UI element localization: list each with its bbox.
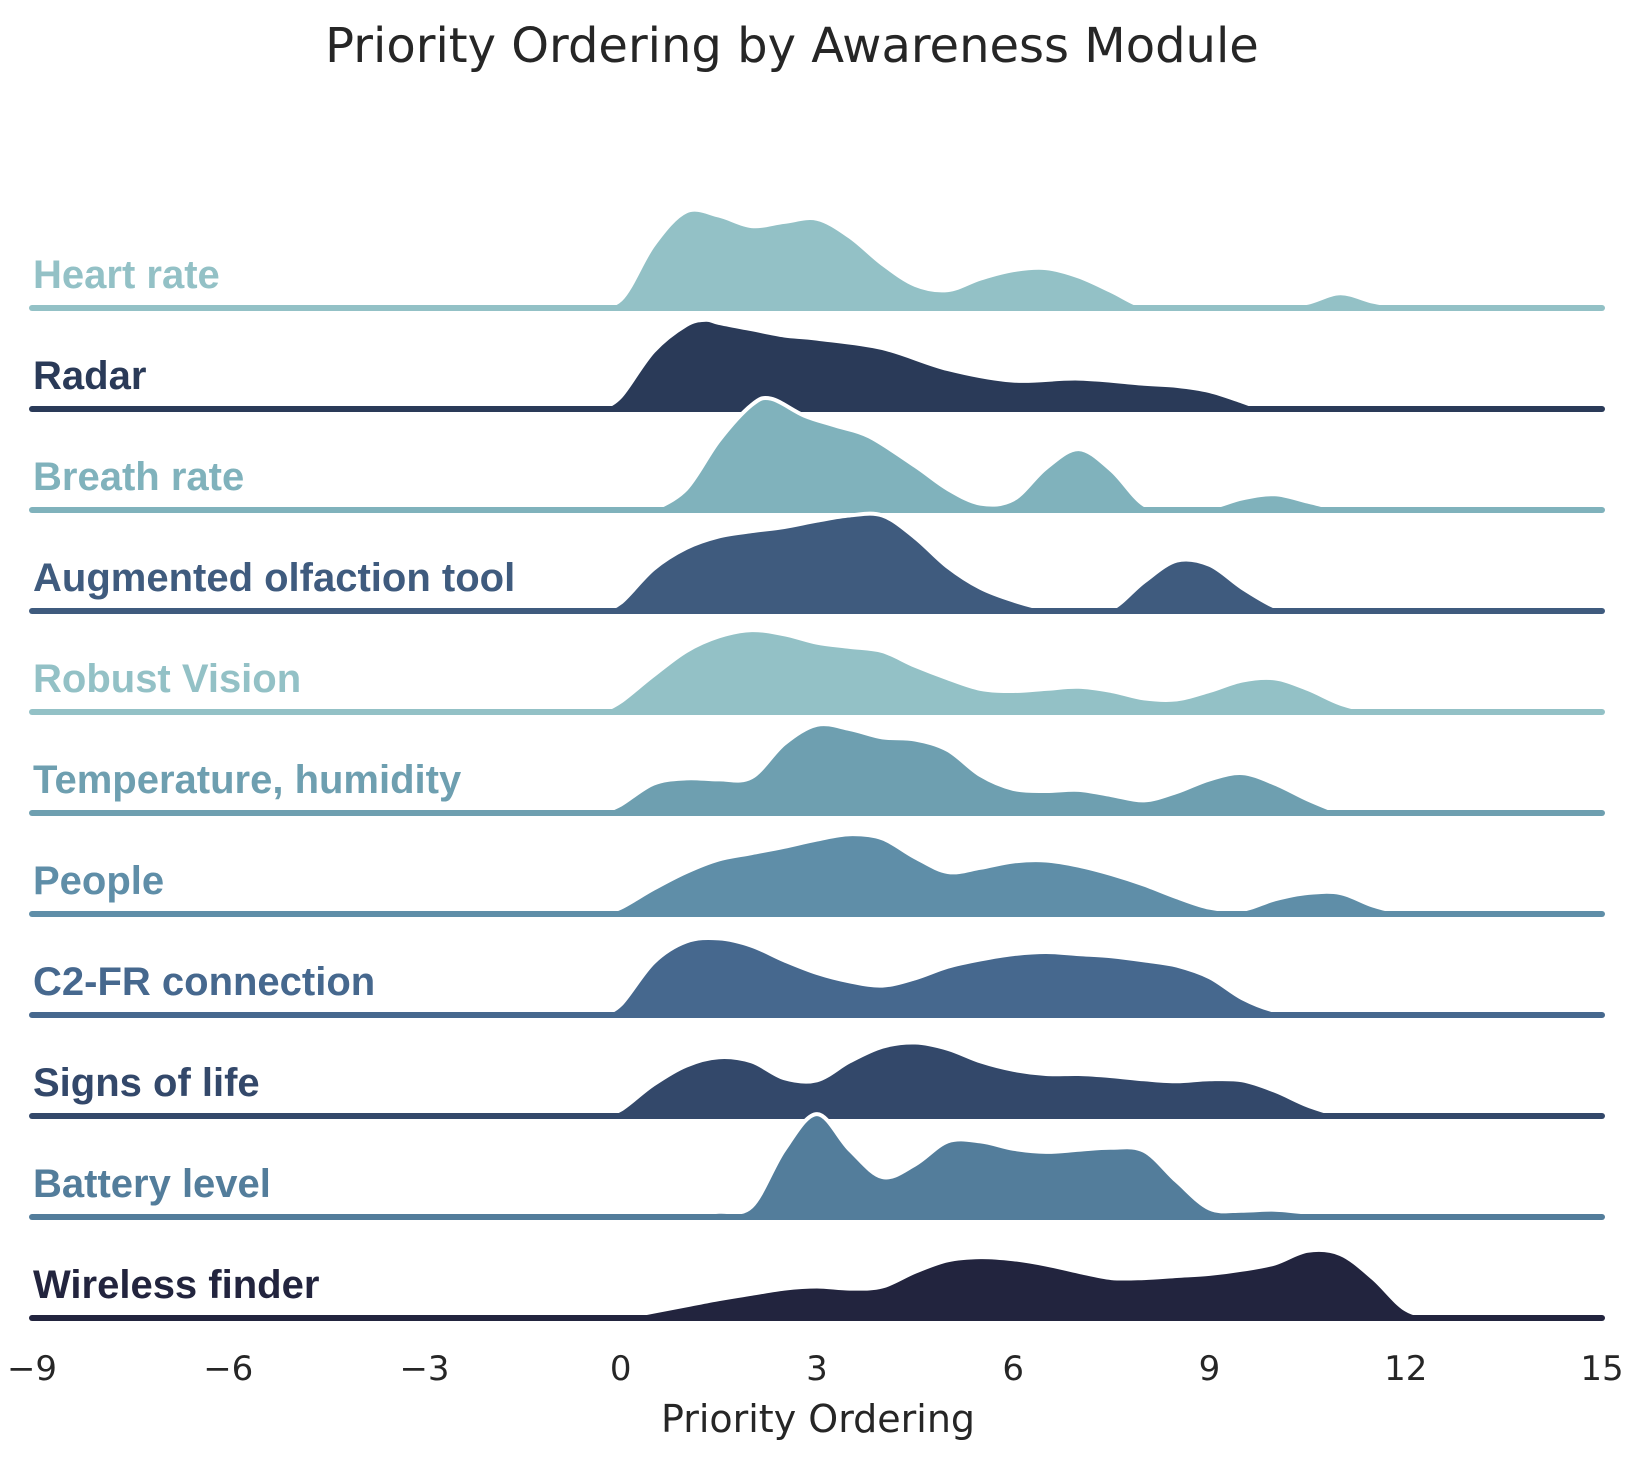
ridge-label: Temperature, humidity [33,758,462,802]
ridge-area [653,1114,1341,1217]
x-tick-label: 12 [1384,1349,1427,1389]
x-tick-label: −6 [203,1349,253,1389]
ridge-label: Signs of life [33,1061,260,1105]
ridge-label: Augmented olfaction tool [33,556,515,600]
ridge-outline [600,628,1374,714]
ridge-outline [600,511,1295,614]
ridge-outline [620,1247,1439,1320]
ridge-outline [600,832,1407,916]
ridge-c2-fr-connection: C2-FR connection [29,935,1605,1018]
ridge-signs-of-life: Signs of life [29,1040,1605,1119]
ridge-area [620,1249,1439,1318]
chart-title: Priority Ordering by Awareness Module [325,18,1259,74]
ridge-radar: Radar [29,317,1605,412]
ridge-outline [652,395,1341,513]
x-tick-label: 9 [1199,1349,1221,1389]
ridge-outline [600,722,1342,815]
ridge-label: Robust Vision [33,657,301,701]
ridge-area [601,513,1295,612]
ridges-layer: Heart rate Radar Breath rate Augmented olfa… [29,207,1605,1321]
x-tick-label: 0 [610,1349,632,1389]
ridge-area [601,630,1373,712]
ridge-heart-rate: Heart rate [29,207,1605,311]
x-axis-ticks: −9 −6 −3 0 3 6 9 12 15 [7,1349,1624,1389]
x-tick-label: 6 [1002,1349,1024,1389]
ridge-label: People [33,859,164,903]
ridge-label: Breath rate [33,455,244,499]
ridge-label: Wireless finder [33,1263,319,1307]
ridge-temperature-humidity: Temperature, humidity [29,722,1605,816]
ridge-area [653,397,1341,511]
ridge-robust-vision: Robust Vision [29,628,1605,715]
ridge-wireless-finder: Wireless finder [29,1247,1605,1321]
ridge-battery-level: Battery level [29,1112,1605,1220]
ridge-augmented-olfaction-tool: Augmented olfaction tool [29,511,1605,614]
ridge-label: Radar [33,354,146,398]
x-axis-label: Priority Ordering [661,1397,975,1441]
ridge-label: C2-FR connection [33,960,375,1004]
ridge-people: People [29,832,1605,917]
ridge-area [601,1042,1341,1116]
x-tick-label: 15 [1580,1349,1623,1389]
ridge-label: Battery level [33,1162,271,1206]
ridge-area [588,209,1406,309]
ridge-outline [600,1040,1341,1118]
ridge-area [601,937,1341,1015]
x-tick-label: −3 [399,1349,449,1389]
ridge-outline [600,317,1263,411]
x-tick-label: −9 [7,1349,57,1389]
ridge-outline [653,1112,1341,1219]
ridge-breath-rate: Breath rate [29,395,1605,513]
ridge-area [601,834,1406,914]
ridge-label: Heart rate [33,253,220,297]
ridge-outline [600,935,1341,1017]
x-tick-label: 3 [806,1349,828,1389]
